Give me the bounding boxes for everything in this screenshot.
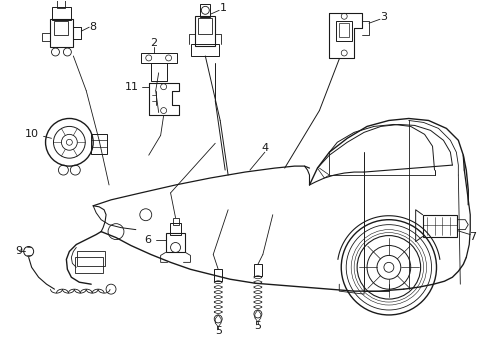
Text: 5: 5 [214, 326, 221, 336]
Bar [336, 21, 351, 41]
Bar [49, 19, 73, 47]
Text: 4: 4 [261, 143, 268, 153]
Bar [57, 0, 65, 8]
Bar [253, 264, 262, 276]
Text: 1: 1 [219, 3, 226, 13]
Bar [77, 251, 105, 266]
Text: 5: 5 [254, 321, 261, 331]
Bar [214, 269, 222, 281]
Bar [191, 44, 219, 56]
Bar [75, 257, 103, 273]
Bar [339, 23, 348, 37]
Text: 7: 7 [468, 231, 475, 242]
Bar [195, 16, 215, 46]
Bar [91, 134, 107, 154]
Bar [165, 233, 185, 252]
Bar [198, 18, 212, 34]
Bar [422, 215, 456, 237]
Text: 2: 2 [150, 38, 157, 48]
Text: 8: 8 [89, 22, 97, 32]
Text: 11: 11 [124, 82, 139, 92]
Text: 9: 9 [15, 247, 22, 256]
Bar [141, 53, 176, 63]
Text: 6: 6 [144, 234, 151, 244]
Bar [54, 21, 68, 35]
Bar [169, 223, 181, 235]
Bar [172, 218, 178, 225]
Text: 3: 3 [380, 12, 386, 22]
Bar [200, 4, 210, 17]
Bar [51, 7, 71, 20]
Bar [150, 63, 166, 81]
Text: 10: 10 [24, 129, 39, 139]
